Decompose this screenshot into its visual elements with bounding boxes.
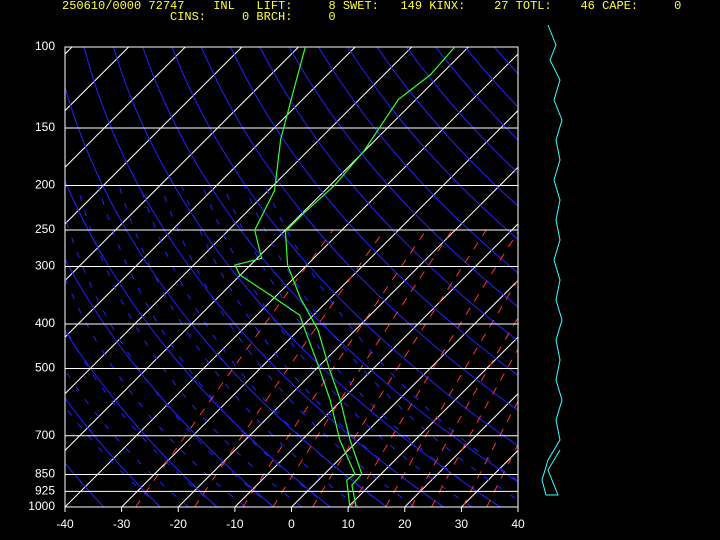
- header-line: 250610/0000 72747 INL LIFT: 8 SWET: 149 …: [62, 0, 681, 13]
- moist-adiabat: [222, 185, 501, 507]
- dry-adiabat: [435, 47, 518, 141]
- isotherm: [65, 47, 413, 395]
- dry-adiabat: [376, 47, 518, 207]
- moist-adiabat: [202, 185, 473, 507]
- dry-adiabat: [406, 47, 518, 174]
- profile-line: [284, 46, 456, 508]
- x-tick-label: 30: [455, 517, 469, 531]
- dry-adiabat: [65, 258, 275, 507]
- x-tick-label: 20: [398, 517, 412, 531]
- isotherm: [65, 47, 129, 112]
- dry-adiabat: [83, 47, 444, 507]
- y-tick-label: 100: [35, 39, 55, 53]
- moist-adiabat: [181, 185, 444, 507]
- isotherm: [347, 336, 518, 507]
- dry-adiabat: [347, 47, 518, 241]
- isotherm: [65, 47, 186, 168]
- moist-adiabat: [65, 277, 246, 507]
- dry-adiabat: [65, 179, 331, 507]
- moist-adiabat: [76, 185, 303, 507]
- isotherm: [631, 47, 720, 507]
- dry-adiabat: [524, 47, 720, 507]
- y-tick-label: 850: [35, 467, 55, 481]
- y-tick-label: 300: [35, 259, 55, 273]
- y-tick-label: 925: [35, 484, 55, 498]
- mixing-ratio: [385, 279, 518, 507]
- x-tick-label: -30: [113, 517, 131, 531]
- dry-adiabat: [142, 47, 518, 483]
- isotherm: [291, 279, 518, 507]
- x-tick-label: -10: [226, 517, 244, 531]
- moist-adiabat: [264, 185, 518, 482]
- y-tick-label: 200: [35, 178, 55, 192]
- moist-adiabat: [118, 185, 359, 507]
- isotherm: [575, 47, 720, 507]
- isotherm: [404, 393, 518, 507]
- x-tick-label: 40: [511, 517, 525, 531]
- y-tick-label: 500: [35, 361, 55, 375]
- y-tick-label: 250: [35, 222, 55, 236]
- isotherm: [65, 53, 518, 507]
- dry-adiabat: [200, 47, 518, 411]
- dry-adiabat: [494, 47, 518, 75]
- isotherm: [65, 47, 356, 338]
- dry-adiabat: [582, 47, 720, 507]
- mixing-ratio: [431, 348, 518, 507]
- x-tick-label: -20: [170, 517, 188, 531]
- dry-adiabat: [65, 329, 218, 507]
- x-tick-label: 0: [288, 517, 295, 531]
- moist-adiabat: [243, 185, 518, 501]
- isotherm: [177, 166, 518, 507]
- y-tick-label: 150: [35, 120, 55, 134]
- isotherm: [461, 449, 518, 507]
- moist-adiabat: [97, 185, 331, 507]
- y-tick-label: 700: [35, 428, 55, 442]
- wind-barbs: [541, 24, 563, 496]
- plot-marks: [64, 46, 519, 512]
- dry-adiabat: [230, 47, 518, 377]
- isotherm: [65, 47, 299, 282]
- y-tick-label: 1000: [28, 499, 55, 513]
- dry-adiabat: [171, 47, 518, 447]
- profile-line: [234, 46, 356, 508]
- isotherm: [0, 47, 15, 507]
- dry-adiabat: [318, 47, 518, 274]
- moist-adiabat: [139, 185, 388, 507]
- x-tick-label: -40: [56, 517, 74, 531]
- background-lines: [0, 47, 720, 507]
- isotherm: [234, 223, 518, 507]
- dry-adiabat: [65, 85, 388, 507]
- isotherm: [517, 506, 518, 507]
- dry-adiabat: [612, 47, 720, 507]
- mixing-ratio: [462, 400, 518, 507]
- dry-adiabat: [65, 397, 161, 507]
- dry-adiabat: [259, 47, 518, 342]
- dry-adiabat: [288, 47, 518, 308]
- x-tick-label: 10: [341, 517, 355, 531]
- moist-adiabat: [160, 185, 416, 507]
- dry-adiabat: [553, 47, 720, 507]
- moist-adiabat: [65, 368, 190, 507]
- mixing-ratio: [486, 443, 518, 507]
- y-tick-label: 400: [35, 316, 55, 330]
- moist-adiabat: [65, 215, 275, 507]
- moist-adiabat: [65, 326, 218, 507]
- isotherm: [65, 47, 243, 225]
- isotherm: [65, 47, 469, 452]
- mixing-ratio: [410, 316, 518, 507]
- dry-adiabat: [112, 47, 501, 507]
- header-line: CINS: 0 BRCH: 0: [170, 10, 336, 24]
- dry-adiabat: [464, 47, 518, 108]
